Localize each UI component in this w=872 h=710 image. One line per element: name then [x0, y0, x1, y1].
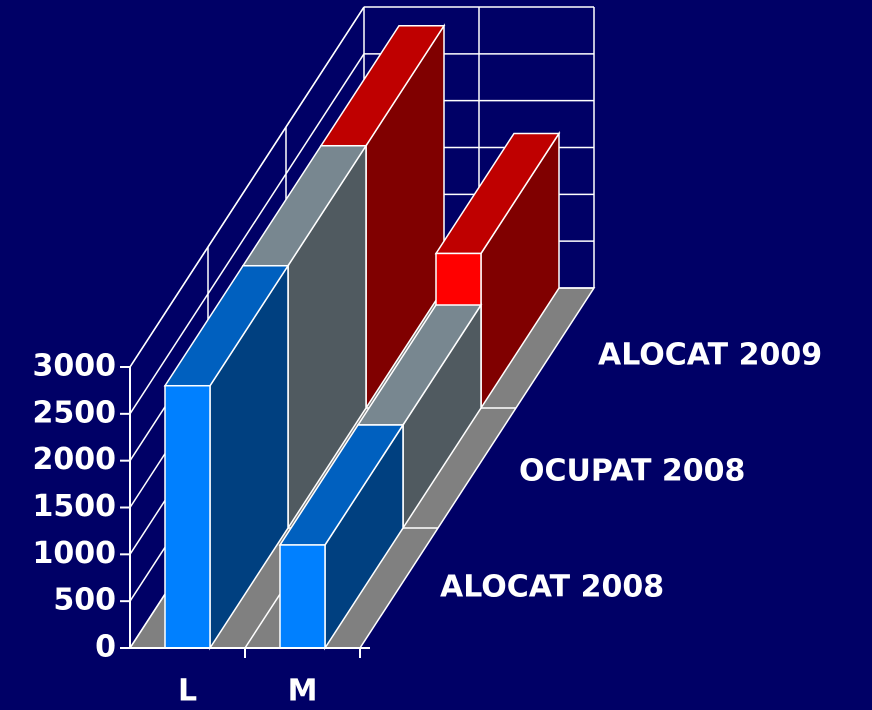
y-tick-label: 3000 — [33, 349, 117, 384]
series-label: OCUPAT 2008 — [519, 454, 745, 489]
y-tick-label: 0 — [95, 630, 116, 665]
y-tick-label: 500 — [53, 583, 116, 618]
y-tick-label: 2500 — [33, 395, 117, 430]
bar-front — [164, 384, 211, 649]
grid-line — [129, 6, 365, 368]
bar-front — [279, 544, 326, 649]
series-label: ALOCAT 2009 — [598, 338, 822, 373]
x-tick-label: L — [178, 674, 197, 709]
series-label: ALOCAT 2008 — [440, 570, 664, 605]
y-tick-label: 2000 — [33, 442, 117, 477]
x-tick-label: M — [288, 674, 318, 709]
grid-line — [129, 53, 365, 415]
y-tick-label: 1500 — [33, 489, 117, 524]
y-tick-label: 1000 — [33, 536, 117, 571]
